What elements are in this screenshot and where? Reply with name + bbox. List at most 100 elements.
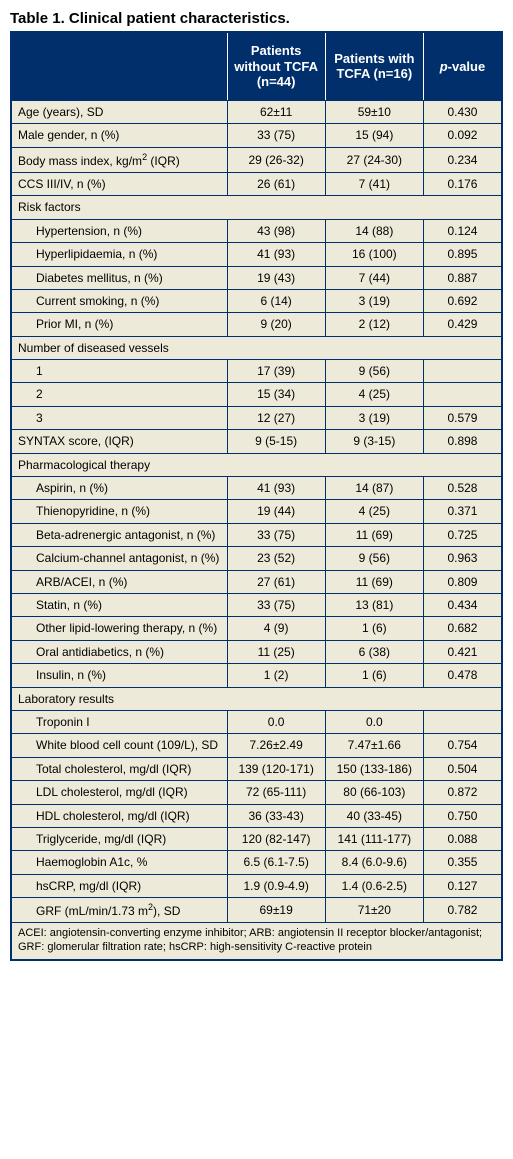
row-value	[423, 360, 502, 383]
row-value: 33 (75)	[227, 124, 325, 147]
table-row: Calcium-channel antagonist, n (%)23 (52)…	[11, 547, 502, 570]
row-value: 0.355	[423, 851, 502, 874]
table-row: Prior MI, n (%)9 (20)2 (12)0.429	[11, 313, 502, 336]
row-label: HDL cholesterol, mg/dl (IQR)	[11, 804, 227, 827]
row-value: 0.430	[423, 100, 502, 123]
row-label: Total cholesterol, mg/dl (IQR)	[11, 757, 227, 780]
table-row: Insulin, n (%)1 (2)1 (6)0.478	[11, 664, 502, 687]
row-label: Age (years), SD	[11, 100, 227, 123]
row-value: 41 (93)	[227, 477, 325, 500]
row-value: 9 (56)	[325, 360, 423, 383]
table-row: Haemoglobin A1c, %6.5 (6.1-7.5)8.4 (6.0-…	[11, 851, 502, 874]
row-value: 0.421	[423, 640, 502, 663]
row-value: 9 (3-15)	[325, 430, 423, 453]
table-row: LDL cholesterol, mg/dl (IQR)72 (65-111)8…	[11, 781, 502, 804]
row-value: 0.234	[423, 147, 502, 172]
subheading-cell: Pharmacological therapy	[11, 453, 502, 476]
row-value	[423, 383, 502, 406]
row-value: 3 (19)	[325, 406, 423, 429]
row-label: 3	[11, 406, 227, 429]
table-row: Aspirin, n (%)41 (93)14 (87)0.528	[11, 477, 502, 500]
table-row: Age (years), SD62±1159±100.430	[11, 100, 502, 123]
row-value: 0.092	[423, 124, 502, 147]
row-value: 9 (5-15)	[227, 430, 325, 453]
row-value: 0.754	[423, 734, 502, 757]
table-row: Hypertension, n (%)43 (98)14 (88)0.124	[11, 219, 502, 242]
table-row: Laboratory results	[11, 687, 502, 710]
table-row: Oral antidiabetics, n (%)11 (25)6 (38)0.…	[11, 640, 502, 663]
row-label: Statin, n (%)	[11, 593, 227, 616]
row-value: 4 (25)	[325, 500, 423, 523]
row-label: Troponin I	[11, 710, 227, 733]
row-value: 11 (69)	[325, 523, 423, 546]
row-value: 1 (6)	[325, 664, 423, 687]
row-value: 0.478	[423, 664, 502, 687]
header-without: Patients without TCFA (n=44)	[227, 32, 325, 100]
row-value: 0.504	[423, 757, 502, 780]
table-row: Total cholesterol, mg/dl (IQR)139 (120-1…	[11, 757, 502, 780]
row-value: 71±20	[325, 898, 423, 923]
table-row: SYNTAX score, (IQR)9 (5-15)9 (3-15)0.898	[11, 430, 502, 453]
row-value: 33 (75)	[227, 593, 325, 616]
row-value: 0.809	[423, 570, 502, 593]
row-label: Current smoking, n (%)	[11, 289, 227, 312]
header-blank	[11, 32, 227, 100]
table-row: hsCRP, mg/dl (IQR)1.9 (0.9-4.9)1.4 (0.6-…	[11, 874, 502, 897]
row-label: CCS III/IV, n (%)	[11, 172, 227, 195]
row-value: 0.750	[423, 804, 502, 827]
row-label: Beta-adrenergic antagonist, n (%)	[11, 523, 227, 546]
row-value: 33 (75)	[227, 523, 325, 546]
row-value: 23 (52)	[227, 547, 325, 570]
footnote-cell: ACEI: angiotensin-converting enzyme inhi…	[11, 923, 502, 960]
header-with: Patients with TCFA (n=16)	[325, 32, 423, 100]
table-row: Pharmacological therapy	[11, 453, 502, 476]
row-value: 7.26±2.49	[227, 734, 325, 757]
row-value: 0.782	[423, 898, 502, 923]
row-value: 0.692	[423, 289, 502, 312]
table-row: Beta-adrenergic antagonist, n (%)33 (75)…	[11, 523, 502, 546]
row-value: 0.528	[423, 477, 502, 500]
row-value: 0.895	[423, 243, 502, 266]
table-body: Age (years), SD62±1159±100.430Male gende…	[11, 100, 502, 960]
row-value: 59±10	[325, 100, 423, 123]
row-value: 11 (69)	[325, 570, 423, 593]
clinical-table: Patients without TCFA (n=44) Patients wi…	[10, 31, 503, 961]
table-row: White blood cell count (109/L), SD7.26±2…	[11, 734, 502, 757]
row-label: LDL cholesterol, mg/dl (IQR)	[11, 781, 227, 804]
row-label: Body mass index, kg/m2 (IQR)	[11, 147, 227, 172]
row-value: 11 (25)	[227, 640, 325, 663]
table-title: Table 1. Clinical patient characteristic…	[10, 10, 503, 27]
table-row: 117 (39)9 (56)	[11, 360, 502, 383]
row-label: Calcium-channel antagonist, n (%)	[11, 547, 227, 570]
row-value: 13 (81)	[325, 593, 423, 616]
row-value: 6.5 (6.1-7.5)	[227, 851, 325, 874]
row-value: 0.898	[423, 430, 502, 453]
row-value: 80 (66-103)	[325, 781, 423, 804]
row-value: 0.887	[423, 266, 502, 289]
row-value: 19 (43)	[227, 266, 325, 289]
row-value: 141 (111-177)	[325, 827, 423, 850]
row-label: Thienopyridine, n (%)	[11, 500, 227, 523]
row-value: 16 (100)	[325, 243, 423, 266]
table-row: Thienopyridine, n (%)19 (44)4 (25)0.371	[11, 500, 502, 523]
table-row: 215 (34)4 (25)	[11, 383, 502, 406]
row-value: 7 (44)	[325, 266, 423, 289]
row-value: 0.725	[423, 523, 502, 546]
row-value: 8.4 (6.0-9.6)	[325, 851, 423, 874]
row-label: Hyperlipidaemia, n (%)	[11, 243, 227, 266]
row-value: 0.434	[423, 593, 502, 616]
table-row: Statin, n (%)33 (75)13 (81)0.434	[11, 593, 502, 616]
row-label: hsCRP, mg/dl (IQR)	[11, 874, 227, 897]
row-value: 0.429	[423, 313, 502, 336]
row-label: Aspirin, n (%)	[11, 477, 227, 500]
row-value: 2 (12)	[325, 313, 423, 336]
subheading-cell: Number of diseased vessels	[11, 336, 502, 359]
header-row: Patients without TCFA (n=44) Patients wi…	[11, 32, 502, 100]
row-value: 0.0	[325, 710, 423, 733]
row-value: 0.0	[227, 710, 325, 733]
table-row: Other lipid-lowering therapy, n (%)4 (9)…	[11, 617, 502, 640]
row-value: 41 (93)	[227, 243, 325, 266]
row-value: 0.682	[423, 617, 502, 640]
table-row: ARB/ACEI, n (%)27 (61)11 (69)0.809	[11, 570, 502, 593]
row-value: 4 (25)	[325, 383, 423, 406]
